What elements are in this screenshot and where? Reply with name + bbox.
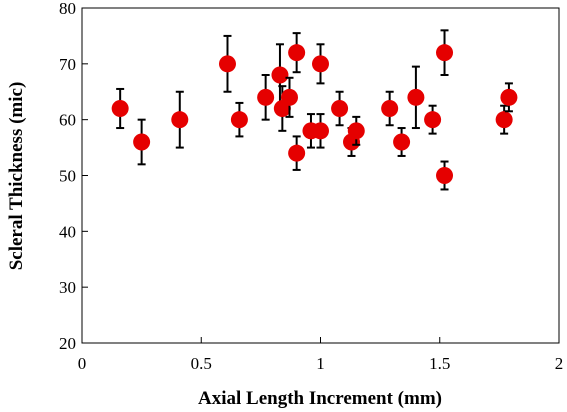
scatter-marker (257, 88, 275, 106)
y-tick-label: 50 (59, 167, 76, 186)
scatter-marker (280, 88, 298, 106)
y-tick-label: 40 (59, 222, 76, 241)
data-point (133, 118, 151, 166)
x-tick-label: 0 (78, 354, 87, 373)
data-point (288, 32, 306, 74)
scatter-marker (288, 144, 306, 162)
data-point (424, 104, 442, 135)
scatter-marker (424, 111, 442, 129)
scatter-marker (171, 111, 189, 129)
data-point (436, 160, 454, 191)
x-axis-title: Axial Length Increment (mm) (198, 388, 442, 409)
data-point (381, 90, 399, 127)
scatter-marker (288, 44, 306, 62)
y-tick-label: 30 (59, 278, 76, 297)
scatter-marker (436, 167, 454, 184)
data-point (436, 29, 454, 76)
data-point (495, 104, 513, 135)
scatter-marker (312, 55, 329, 73)
scatter-marker (347, 122, 365, 140)
scatter-marker (500, 88, 518, 106)
y-axis: 20 30 40 50 60 70 80 (59, 0, 88, 353)
y-tick-label: 60 (59, 111, 76, 130)
scatter-marker (436, 44, 454, 62)
scatter-marker (230, 111, 248, 129)
y-tick-label: 20 (59, 334, 76, 353)
data-point (230, 101, 248, 138)
scatter-marker (495, 111, 513, 129)
data-point (288, 135, 306, 171)
data-point (331, 90, 349, 127)
x-axis: 0 0.5 1 1.5 2 (78, 337, 564, 373)
data-point (171, 90, 189, 149)
x-tick-label: 0.5 (191, 354, 212, 373)
scatter-marker (381, 100, 399, 117)
data-point (218, 34, 236, 93)
data-point (312, 113, 329, 149)
scatter-marker (271, 66, 289, 84)
data-point (280, 76, 298, 118)
x-tick-label: 1 (316, 354, 325, 373)
data-point (393, 127, 411, 157)
scatter-marker (111, 100, 129, 117)
scatter-marker (393, 133, 411, 151)
scatter-marker (331, 100, 349, 117)
y-axis-title: Scleral Thickness (mic) (6, 82, 27, 271)
data-point (347, 115, 365, 146)
scatter-marker (133, 133, 151, 151)
x-tick-label: 2 (555, 354, 564, 373)
data-point (257, 74, 275, 121)
data-point (111, 87, 129, 130)
data-point (407, 65, 425, 130)
scatter-marker (407, 88, 425, 106)
y-tick-label: 70 (59, 55, 76, 74)
y-tick-label: 80 (59, 0, 76, 18)
scatter-marker (218, 55, 236, 73)
data-points (111, 29, 518, 191)
data-point (312, 43, 329, 85)
scatter-marker (312, 122, 329, 140)
x-tick-label: 1.5 (429, 354, 450, 373)
data-point (500, 82, 518, 113)
